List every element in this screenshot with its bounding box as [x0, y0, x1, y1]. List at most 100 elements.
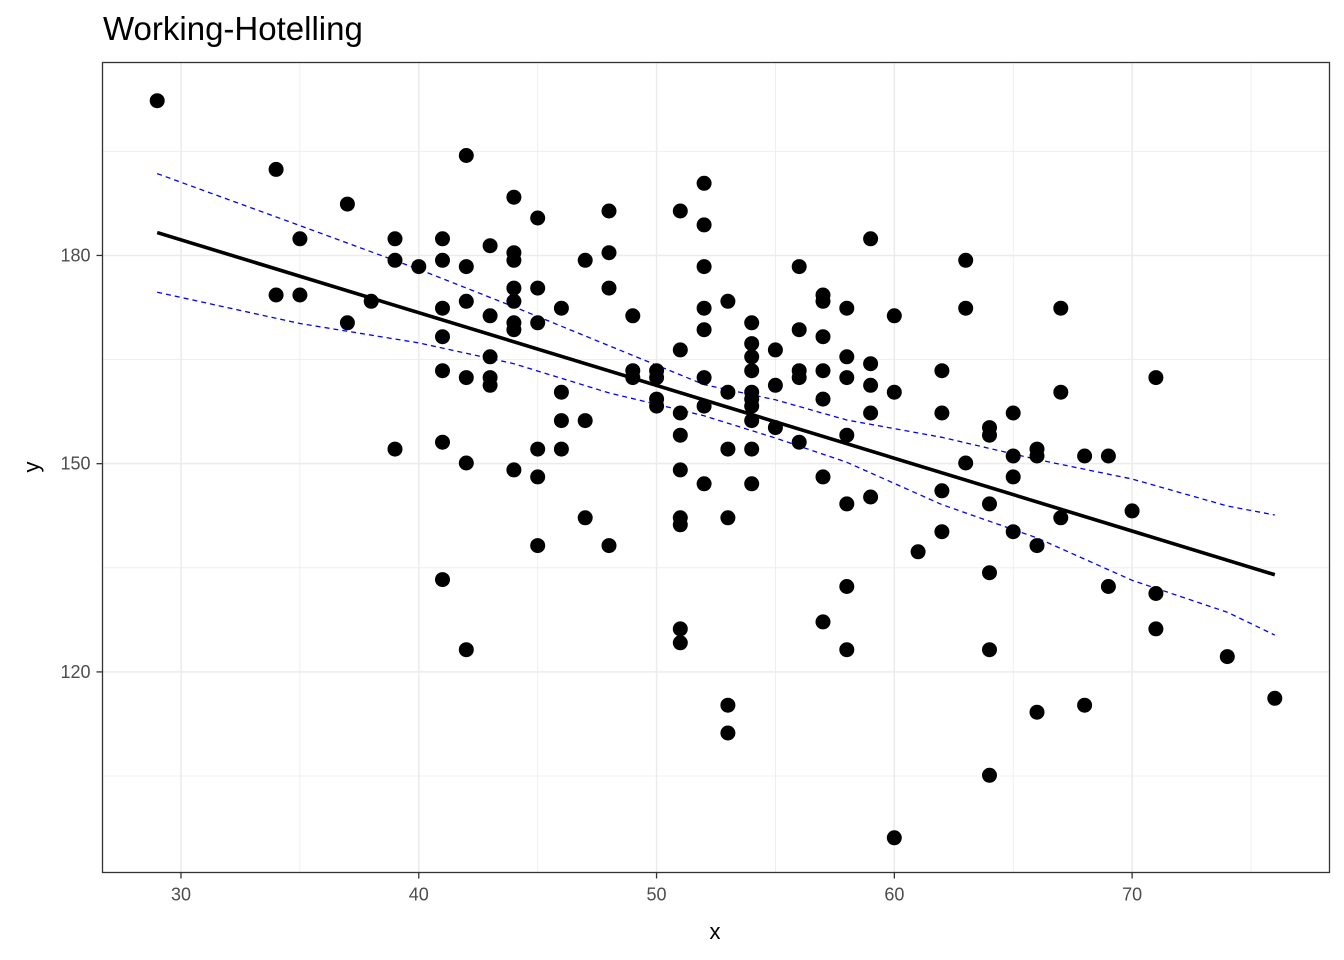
data-point — [744, 398, 760, 414]
data-point — [435, 363, 450, 379]
data-point — [458, 370, 474, 386]
data-point — [982, 427, 997, 443]
data-point — [268, 161, 284, 177]
data-point — [982, 642, 997, 658]
data-point — [149, 93, 165, 109]
data-point — [958, 300, 974, 316]
data-point — [839, 349, 855, 365]
data-point — [506, 462, 522, 478]
data-point — [530, 315, 546, 331]
data-point — [863, 489, 879, 505]
data-point — [1219, 649, 1235, 665]
data-point — [482, 377, 498, 393]
data-point — [815, 329, 831, 345]
data-point — [815, 363, 831, 379]
data-point — [435, 572, 450, 588]
data-point — [1005, 448, 1021, 464]
y-tick-label: 120 — [60, 662, 90, 682]
data-point — [1148, 621, 1164, 637]
data-point — [791, 370, 807, 386]
y-axis: 120 150 180 — [60, 245, 103, 682]
x-tick-label: 30 — [171, 885, 191, 905]
data-point — [839, 300, 855, 316]
data-point — [886, 384, 902, 400]
confidence-band — [156, 172, 1276, 636]
data-point — [387, 252, 403, 268]
data-point — [506, 293, 522, 309]
data-point — [458, 259, 474, 275]
data-point — [720, 441, 736, 457]
data-point — [1005, 524, 1021, 540]
regression-line — [156, 230, 1276, 577]
data-point — [720, 510, 736, 526]
data-point — [577, 510, 593, 526]
data-point — [886, 308, 902, 324]
data-point — [458, 455, 474, 471]
data-point — [601, 538, 617, 554]
data-point — [506, 280, 522, 296]
data-point — [720, 697, 736, 713]
data-point — [720, 384, 736, 400]
data-point — [530, 441, 546, 457]
data-point — [720, 293, 736, 309]
x-axis: 30 40 50 60 70 — [171, 872, 1142, 905]
grid-major — [102, 62, 1330, 873]
data-point — [982, 496, 997, 512]
data-point — [863, 377, 879, 393]
data-point — [1148, 370, 1164, 386]
data-point — [601, 280, 617, 296]
x-axis-title: x — [710, 919, 721, 944]
data-point — [720, 725, 736, 741]
data-point — [863, 405, 879, 421]
data-point — [958, 252, 974, 268]
data-point — [435, 434, 450, 450]
data-point — [458, 293, 474, 309]
data-point — [696, 300, 712, 316]
data-point — [934, 483, 950, 499]
data-point — [530, 210, 546, 226]
data-point — [601, 203, 617, 219]
data-point — [458, 148, 474, 163]
data-point — [744, 363, 760, 379]
data-point — [696, 217, 712, 233]
data-point — [1005, 405, 1021, 421]
band-lower-line — [157, 291, 1276, 636]
data-point — [387, 231, 403, 247]
data-point — [649, 370, 665, 386]
data-point — [435, 329, 450, 345]
data-point — [1053, 384, 1069, 400]
data-point — [863, 231, 879, 247]
data-point — [268, 287, 284, 303]
data-point — [553, 413, 569, 429]
data-point — [839, 427, 855, 443]
data-point — [1077, 697, 1093, 713]
chart-title: Working-Hotelling — [103, 10, 363, 47]
data-point — [506, 322, 522, 338]
x-tick-label: 60 — [884, 885, 904, 905]
data-point — [1100, 579, 1116, 594]
data-point — [553, 441, 569, 457]
data-point — [982, 767, 997, 783]
data-point — [744, 315, 760, 331]
data-point — [791, 434, 807, 450]
data-point — [863, 356, 879, 372]
data-point — [696, 476, 712, 492]
data-point — [696, 259, 712, 275]
data-point — [1077, 448, 1093, 464]
data-point — [649, 398, 665, 414]
data-point — [339, 196, 355, 212]
y-axis-title: y — [19, 462, 44, 473]
data-point — [672, 405, 688, 421]
data-point — [553, 300, 569, 316]
data-point — [815, 469, 831, 485]
data-point — [1029, 538, 1045, 554]
grid-minor — [102, 62, 1330, 873]
panel-border — [101, 61, 1331, 874]
data-point — [672, 462, 688, 478]
band-upper-line — [156, 172, 1275, 516]
data-point — [672, 621, 688, 637]
data-point — [1005, 469, 1021, 485]
data-point — [696, 370, 712, 386]
data-point — [482, 349, 498, 365]
data-point — [672, 342, 688, 358]
